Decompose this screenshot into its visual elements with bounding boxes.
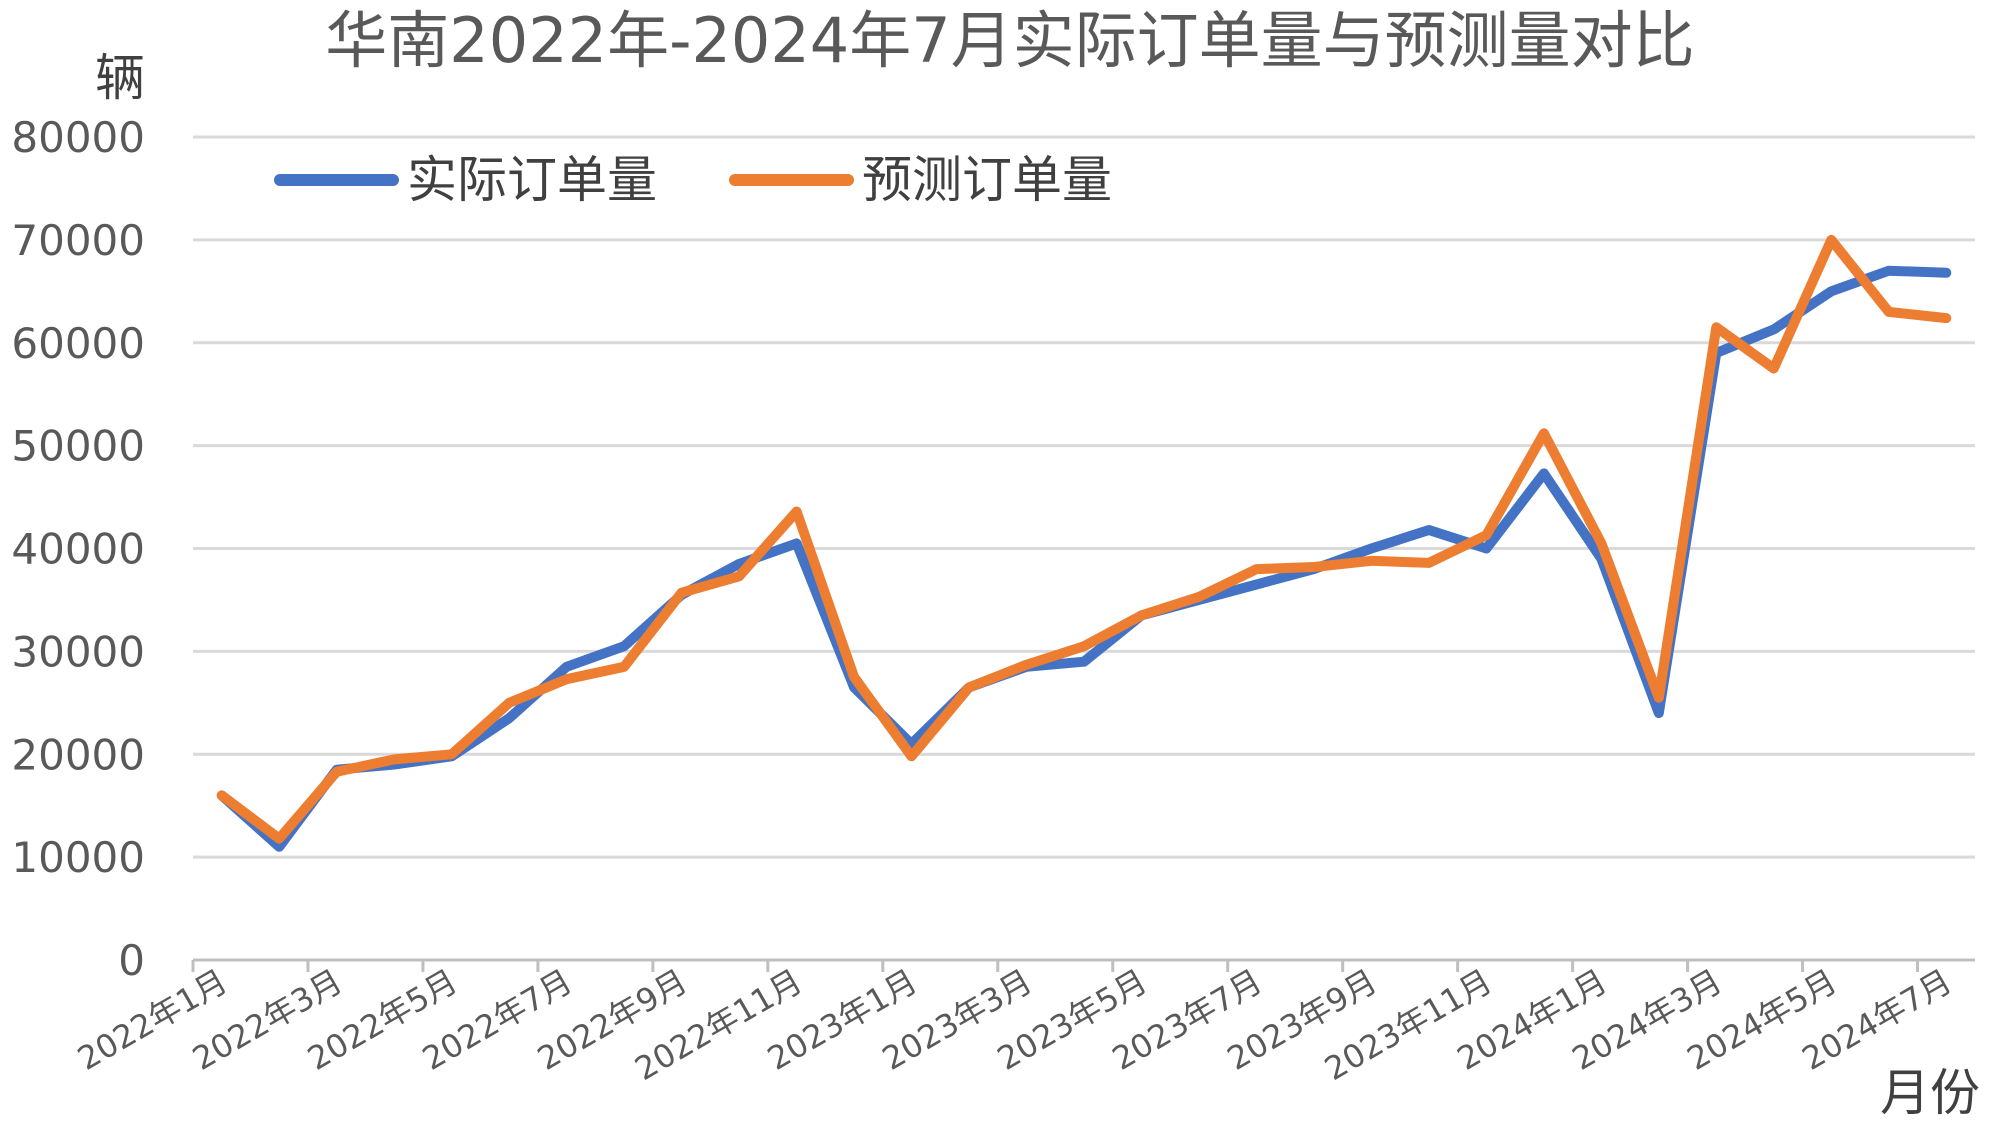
data-point xyxy=(1769,325,1778,334)
data-point xyxy=(907,752,916,761)
data-point xyxy=(1194,592,1203,601)
data-point xyxy=(1367,556,1376,565)
data-point xyxy=(620,642,629,651)
data-point xyxy=(677,588,686,597)
y-tick-label: 30000 xyxy=(11,627,145,676)
data-point xyxy=(275,834,284,843)
data-point xyxy=(447,750,456,759)
y-tick-label: 80000 xyxy=(11,113,145,162)
data-point xyxy=(850,673,859,682)
data-point xyxy=(1482,544,1491,553)
data-point xyxy=(735,572,744,581)
data-point xyxy=(792,507,801,516)
data-point xyxy=(1252,580,1261,589)
y-axis-ticks: 0 10000 20000 30000 40000 50000 60000 70000 8000… xyxy=(11,113,145,985)
data-point xyxy=(792,539,801,548)
x-axis: 2022年1月2022年3月2022年5月2022年7月2022年9月2022年… xyxy=(71,958,1975,1088)
y-tick-label: 20000 xyxy=(11,730,145,779)
data-point xyxy=(390,755,399,764)
data-point xyxy=(1539,429,1548,438)
data-point xyxy=(1884,266,1893,275)
data-point xyxy=(562,675,571,684)
data-point xyxy=(1309,563,1318,572)
data-point xyxy=(1712,323,1721,332)
data-point xyxy=(1942,314,1951,323)
data-point xyxy=(1482,531,1491,540)
data-point xyxy=(1654,709,1663,718)
y-tick-label: 50000 xyxy=(11,422,145,471)
data-point xyxy=(1769,364,1778,373)
data-point xyxy=(1080,657,1088,666)
data-point xyxy=(1827,287,1836,296)
data-point xyxy=(332,767,341,776)
data-point xyxy=(1597,539,1606,548)
y-tick-label: 60000 xyxy=(11,319,145,368)
y-tick-label: 70000 xyxy=(11,216,145,265)
data-point xyxy=(217,791,226,800)
y-tick-label: 40000 xyxy=(11,525,145,574)
x-axis-label: 月份 xyxy=(1880,1064,1980,1122)
data-point xyxy=(505,714,514,723)
data-point xyxy=(1137,611,1146,620)
data-point xyxy=(1080,642,1088,651)
legend: 实际订单量 预测订单量 xyxy=(274,151,1112,209)
data-point xyxy=(1424,525,1433,534)
data-point xyxy=(1942,268,1951,277)
series-line-1 xyxy=(216,265,1952,852)
data-point xyxy=(275,842,284,851)
data-point xyxy=(505,698,514,707)
data-point xyxy=(1367,544,1376,553)
data-point xyxy=(1654,693,1663,702)
data-point xyxy=(1827,235,1836,244)
y-tick-label: 0 xyxy=(118,936,145,985)
data-point xyxy=(1424,558,1433,567)
y-tick-label: 10000 xyxy=(11,833,145,882)
data-point xyxy=(1022,660,1031,669)
legend-label: 预测订单量 xyxy=(862,151,1112,209)
series-line-2 xyxy=(216,234,1952,844)
data-point xyxy=(735,559,744,568)
data-point xyxy=(1539,469,1548,478)
data-point xyxy=(1252,565,1261,574)
y-axis-label: 辆 xyxy=(95,49,145,107)
legend-label: 实际订单量 xyxy=(407,151,657,209)
data-point xyxy=(965,683,974,692)
series-lines xyxy=(216,234,1952,852)
data-point xyxy=(1884,307,1893,316)
chart-title: 华南2022年-2024年7月实际订单量与预测量对比 xyxy=(325,4,1694,77)
data-point xyxy=(562,662,571,671)
data-point xyxy=(620,662,629,671)
